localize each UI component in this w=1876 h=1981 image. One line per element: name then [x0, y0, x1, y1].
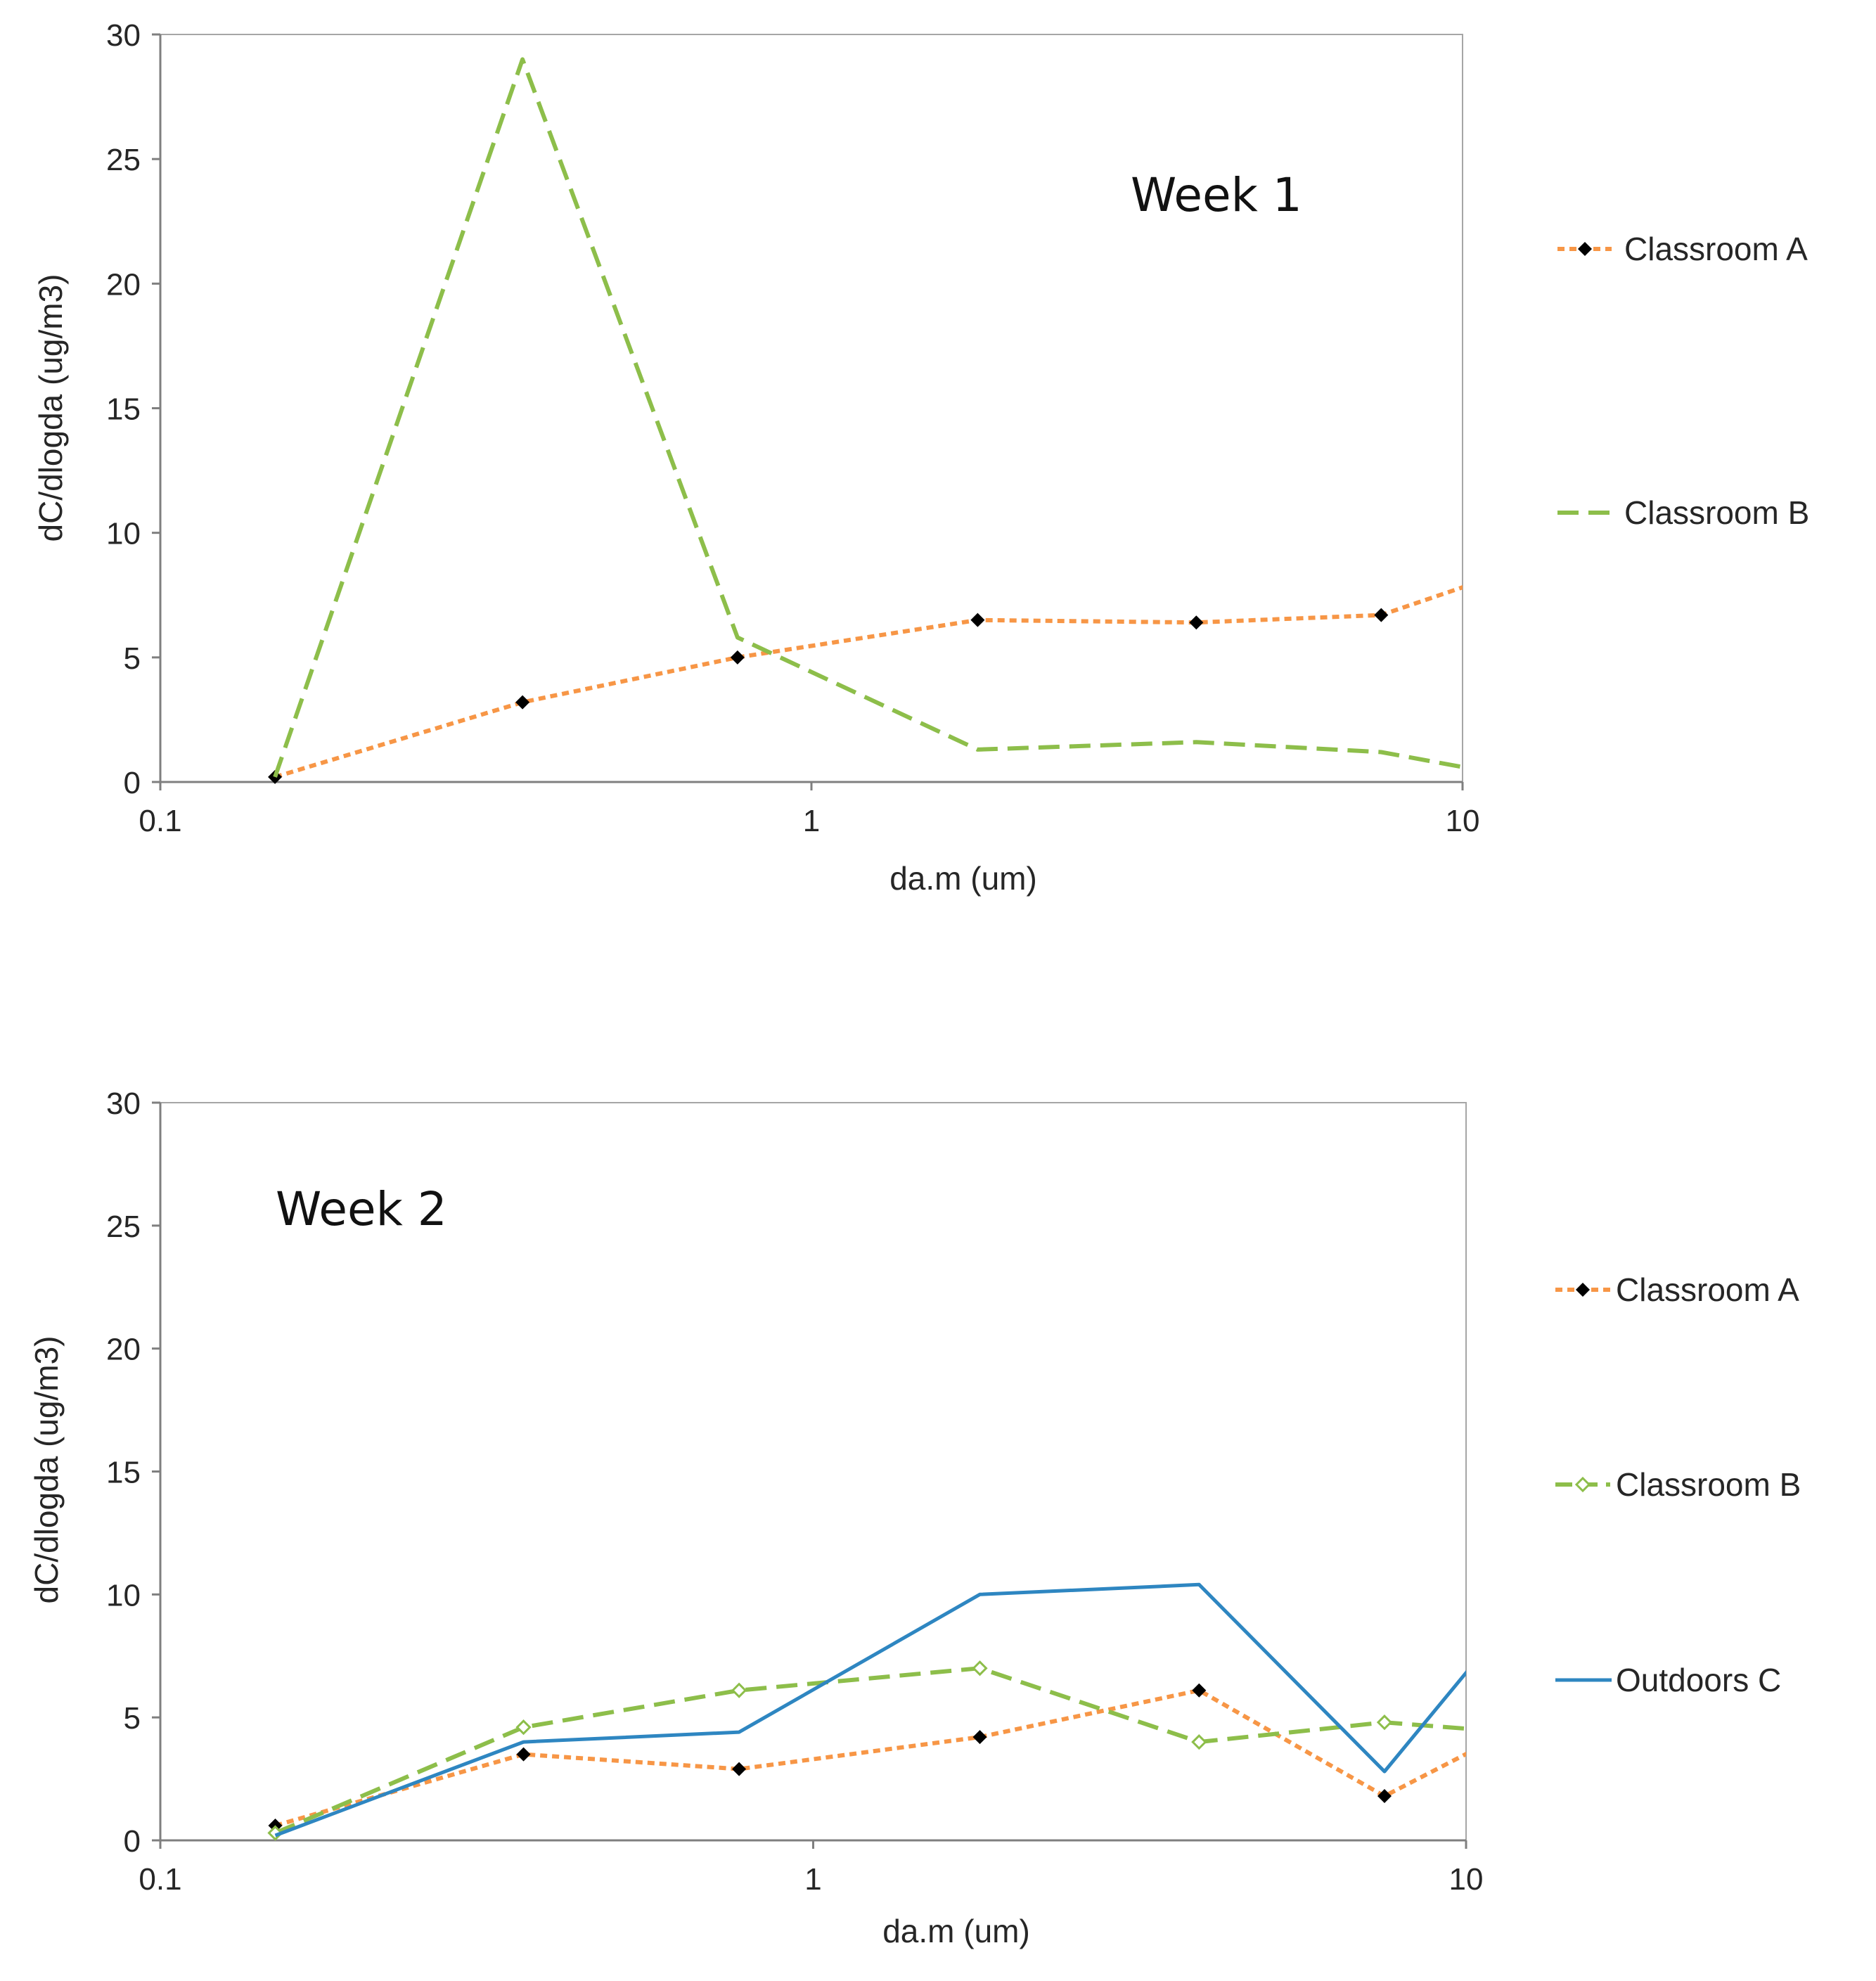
x-tick-label: 0.1 — [139, 1862, 181, 1897]
plot-area — [160, 34, 1463, 783]
legend-marker-classroom-b — [1574, 1476, 1591, 1493]
legend-label-classroom-a: Classroom A — [1624, 231, 1808, 267]
y-axis-title: dC/dlogda (ug/m3) — [32, 274, 69, 542]
y-tick-label: 30 — [106, 1086, 141, 1121]
data-point-classroom-b — [267, 1825, 283, 1841]
x-tick-label: 10 — [1449, 1862, 1484, 1897]
chart-title: Week 2 — [276, 1182, 447, 1236]
chart-title: Week 1 — [1131, 168, 1302, 222]
legend-label-classroom-a: Classroom A — [1616, 1271, 1799, 1308]
y-tick-label: 15 — [106, 1456, 141, 1490]
y-tick-label: 25 — [106, 143, 141, 177]
data-point-classroom-b — [1376, 1714, 1393, 1731]
data-point-classroom-a — [1192, 1683, 1207, 1698]
legend-item-classroom-a: Classroom A — [1557, 231, 1808, 267]
x-tick-label: 0.1 — [139, 804, 181, 838]
chart-week-1: 0 5 10 15 20 25 30 0.1 1 10 Week 1 da.m (um) dC/d… — [32, 18, 1809, 897]
y-tick-label: 5 — [124, 641, 141, 676]
legend-marker-classroom-a — [1578, 242, 1592, 256]
legend-item-classroom-b: Classroom B — [1555, 1466, 1801, 1503]
legend: Classroom A Classroom B — [1557, 231, 1809, 531]
series-layer — [268, 57, 1463, 784]
y-tick-label: 20 — [106, 1333, 141, 1367]
data-point-classroom-b — [1191, 1734, 1207, 1750]
legend-label-classroom-b: Classroom B — [1616, 1466, 1801, 1503]
data-point-classroom-a — [515, 695, 530, 710]
x-tick-label: 1 — [803, 804, 820, 838]
data-point-classroom-a — [1374, 608, 1389, 622]
x-axis-title: da.m (um) — [882, 1913, 1030, 1949]
data-point-classroom-a — [970, 613, 985, 627]
data-point-classroom-a — [1377, 1789, 1392, 1804]
chart-week-2: 0 5 10 15 20 25 30 0.1 1 10 Week 2 da.m (um) dC/d… — [28, 1086, 1801, 1949]
series-layer — [267, 1582, 1466, 1841]
data-point-classroom-a — [730, 650, 745, 665]
legend-item-classroom-b: Classroom B — [1557, 494, 1809, 531]
y-tick-label: 5 — [124, 1701, 141, 1736]
data-point-classroom-a — [1189, 615, 1204, 630]
x-axis-title: da.m (um) — [889, 860, 1037, 897]
data-point-classroom-a — [732, 1762, 747, 1776]
legend-item-classroom-a: Classroom A — [1555, 1271, 1799, 1308]
data-point-classroom-a — [268, 769, 283, 784]
legend-marker-classroom-a — [1576, 1283, 1590, 1297]
data-point-classroom-a — [516, 1747, 531, 1762]
data-point-classroom-b — [731, 1682, 747, 1698]
axis-ticks: 0 5 10 15 20 25 30 0.1 1 10 — [106, 1086, 1483, 1897]
axis-ticks: 0 5 10 15 20 25 30 0.1 1 10 — [106, 18, 1479, 838]
series-line-outdoors-c — [274, 1582, 1466, 1838]
y-axis-title: dC/dlogda (ug/m3) — [28, 1336, 65, 1604]
y-tick-label: 10 — [106, 517, 141, 551]
x-tick-label: 1 — [804, 1862, 821, 1897]
legend-label-classroom-b: Classroom B — [1624, 494, 1809, 531]
y-tick-label: 10 — [106, 1578, 141, 1613]
legend: Classroom A Classroom B Outdoors C — [1555, 1271, 1801, 1698]
data-point-classroom-a — [972, 1730, 987, 1745]
legend-item-outdoors-c: Outdoors C — [1555, 1662, 1781, 1698]
legend-label-outdoors-c: Outdoors C — [1616, 1662, 1781, 1698]
y-tick-label: 25 — [106, 1210, 141, 1244]
data-point-classroom-b — [972, 1660, 988, 1677]
y-tick-label: 30 — [106, 18, 141, 53]
x-tick-label: 10 — [1446, 804, 1480, 838]
y-tick-label: 0 — [124, 766, 141, 800]
y-tick-label: 15 — [106, 392, 141, 427]
y-tick-label: 20 — [106, 267, 141, 302]
y-tick-label: 0 — [124, 1824, 141, 1859]
series-line-classroom-b — [273, 57, 1463, 778]
data-point-classroom-b — [515, 1719, 532, 1736]
